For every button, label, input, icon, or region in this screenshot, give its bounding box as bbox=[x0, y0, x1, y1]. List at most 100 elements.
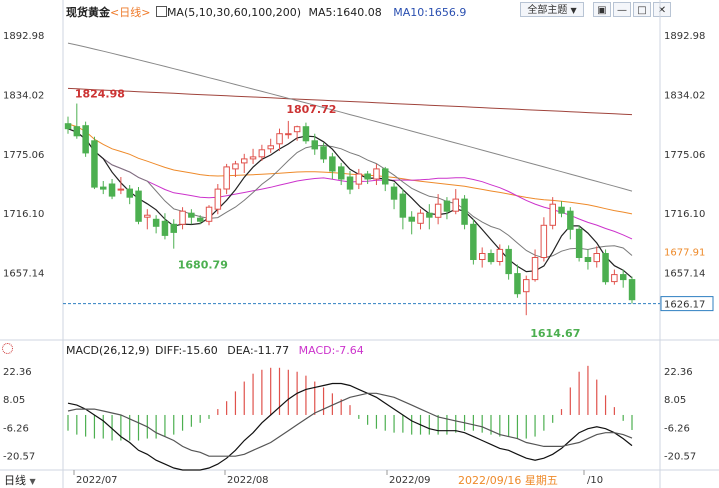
candle-down bbox=[575, 228, 583, 259]
footer-period-label: 日线 bbox=[4, 474, 26, 487]
candle-down bbox=[461, 198, 468, 225]
candle-down bbox=[170, 223, 177, 233]
extreme-label-high: 1824.98 bbox=[75, 88, 125, 101]
dea-line bbox=[67, 392, 633, 457]
chevron-down-icon: ▼ bbox=[29, 477, 36, 486]
ma10-line bbox=[67, 128, 633, 259]
current-price-label: 1677.91 bbox=[664, 248, 705, 259]
x-tick-label: /10 bbox=[587, 475, 603, 486]
candle-down bbox=[364, 173, 371, 180]
macd-tick-label-left: 22.36 bbox=[3, 367, 32, 378]
candle-down bbox=[408, 216, 415, 222]
candle-down bbox=[320, 146, 327, 160]
candle-up bbox=[540, 224, 548, 259]
candle-up bbox=[452, 198, 459, 212]
candle-down bbox=[152, 218, 160, 227]
candle-down bbox=[426, 212, 433, 218]
candle-down bbox=[100, 186, 107, 190]
candle-down bbox=[197, 217, 204, 222]
candle-down bbox=[399, 193, 407, 218]
extreme-label-high: 1807.72 bbox=[286, 103, 336, 116]
y-tick-label-left: 1775.06 bbox=[3, 150, 44, 161]
close-icon[interactable]: ✕ bbox=[653, 2, 671, 17]
y-tick-label-left: 1892.98 bbox=[3, 31, 44, 42]
y-tick-label-right: 1716.10 bbox=[664, 209, 705, 220]
candle-up bbox=[417, 212, 424, 224]
candle-up bbox=[232, 163, 239, 170]
candle-down bbox=[64, 123, 72, 130]
ma-params: MA(5,10,30,60,100,200) bbox=[166, 6, 301, 19]
footer-period[interactable]: 日线 ▼ bbox=[4, 472, 36, 488]
candle-down bbox=[382, 168, 389, 185]
x-tick-label: 2022/09 bbox=[389, 475, 431, 486]
macd-value: MACD:-7.64 bbox=[298, 344, 364, 357]
ma5-value: MA5:1640.08 bbox=[308, 6, 382, 19]
candle-up bbox=[611, 274, 618, 283]
diff-line bbox=[67, 382, 633, 471]
candle-up bbox=[214, 188, 222, 210]
candle-down bbox=[108, 183, 116, 197]
candle-down bbox=[126, 188, 133, 198]
candle-down bbox=[91, 140, 98, 188]
ma5-line bbox=[67, 128, 633, 279]
candle-down bbox=[567, 210, 574, 230]
y-tick-label-right: 1775.06 bbox=[664, 150, 705, 161]
candle-up bbox=[267, 145, 274, 150]
candle-down bbox=[346, 176, 354, 190]
candle-down bbox=[329, 156, 336, 172]
macd-diff-value: DIFF:-15.60 bbox=[155, 344, 218, 357]
crosshair-date: 2022/09/16 星期五 bbox=[458, 472, 558, 488]
candle-down bbox=[390, 186, 398, 200]
instrument-name: 现货黄金 bbox=[66, 6, 110, 19]
candle-up bbox=[144, 214, 151, 218]
candle-up bbox=[249, 156, 257, 160]
candle-down bbox=[82, 125, 89, 154]
candle-up bbox=[241, 158, 248, 164]
candle-up bbox=[293, 126, 301, 133]
last-price-box bbox=[660, 296, 714, 312]
period-selector[interactable]: <日线> bbox=[110, 6, 151, 19]
candle-up bbox=[496, 248, 504, 262]
candle-down bbox=[338, 166, 345, 180]
theme-dropdown[interactable]: 全部主题 ▼ bbox=[520, 2, 584, 17]
macd-dea-value: DEA:-11.77 bbox=[227, 344, 290, 357]
settings-icon[interactable] bbox=[2, 343, 13, 354]
macd-tick-label-right: -6.26 bbox=[664, 423, 690, 434]
extreme-label-low: 1614.67 bbox=[530, 327, 580, 340]
macd-tick-label-left: -6.26 bbox=[3, 423, 29, 434]
y-tick-label-right: 1892.98 bbox=[664, 31, 705, 42]
candle-up bbox=[355, 173, 363, 185]
candle-up bbox=[531, 257, 539, 281]
y-tick-label-right: 1657.14 bbox=[664, 268, 705, 279]
candle-down bbox=[620, 274, 627, 281]
maximize-icon[interactable]: □ bbox=[633, 2, 651, 17]
candle-up bbox=[373, 168, 380, 180]
candle-up bbox=[205, 206, 213, 222]
candle-down bbox=[188, 212, 195, 218]
extreme-label-low: 1680.79 bbox=[178, 259, 228, 272]
candle-down bbox=[628, 279, 636, 301]
candle-up bbox=[549, 203, 556, 226]
candle-down bbox=[487, 253, 495, 263]
theme-button-label: 全部主题 bbox=[527, 5, 568, 16]
minimize-icon[interactable]: — bbox=[613, 2, 631, 17]
y-tick-label-left: 1834.02 bbox=[3, 90, 44, 101]
candle-up bbox=[434, 203, 442, 218]
candle-up bbox=[276, 133, 283, 145]
x-tick-label: 2022/08 bbox=[227, 475, 269, 486]
candle-up bbox=[285, 133, 292, 136]
candle-down bbox=[311, 140, 318, 150]
chevron-down-icon: ▼ bbox=[570, 6, 577, 15]
candle-down bbox=[470, 223, 477, 261]
candle-up bbox=[479, 253, 486, 260]
macd-tick-label-right: 22.36 bbox=[664, 367, 693, 378]
x-tick-label: 2022/07 bbox=[76, 475, 118, 486]
ma10-value: MA10:1656.9 bbox=[393, 6, 467, 19]
window-restore-icon[interactable]: ▣ bbox=[593, 2, 611, 17]
candle-down bbox=[73, 126, 81, 137]
macd-tick-label-right: 8.05 bbox=[664, 395, 686, 406]
indicator-icon[interactable] bbox=[155, 6, 167, 17]
candle-down bbox=[161, 220, 169, 236]
y-tick-label-left: 1657.14 bbox=[3, 268, 44, 279]
